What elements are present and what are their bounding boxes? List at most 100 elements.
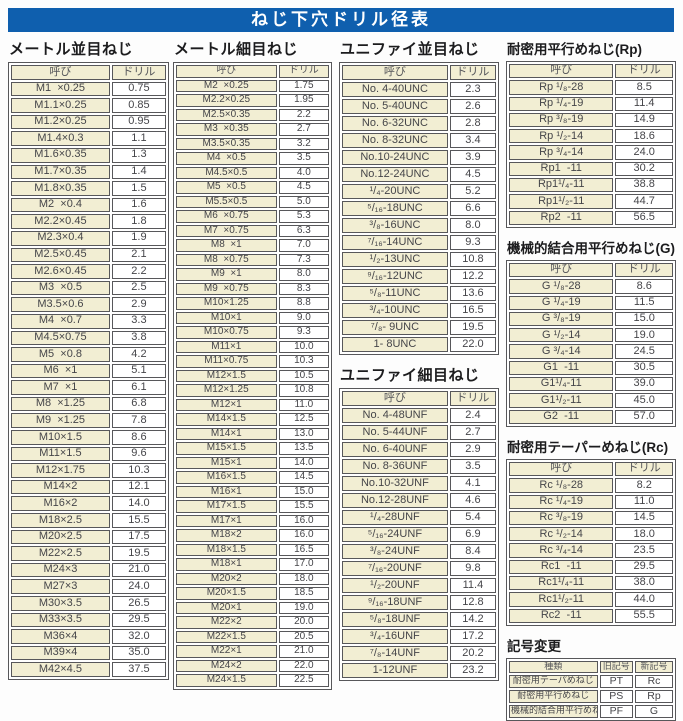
drill-value-cell: 15.0	[615, 311, 673, 327]
drill-value-cell: 6.3	[278, 224, 329, 237]
thread-name-cell: M22×1.5	[176, 630, 277, 643]
drill-value-cell: 17.5	[111, 529, 166, 545]
column-header: 新記号	[635, 660, 673, 673]
drill-value-cell: 14.0	[278, 456, 329, 469]
table-row: M2.5×0.45 2.1	[11, 247, 166, 263]
table-row: M11×1.5 9.6	[11, 446, 166, 462]
thread-name-cell: No. 6-32UNC	[342, 116, 448, 131]
thread-name-cell: M1.8×0.35	[11, 181, 110, 196]
table-row: ⁷/₁₆-20UNF 9.8	[342, 561, 496, 576]
drill-value-cell: 5.2	[449, 184, 496, 199]
drill-value-cell: 1.6	[111, 197, 166, 213]
drill-value-cell: 3.4	[449, 133, 496, 148]
thread-name-cell: M4 ×0.5	[176, 152, 277, 165]
table-row: M10×1.5 8.6	[11, 430, 166, 445]
drill-value-cell: 14.2	[449, 612, 496, 627]
drill-value-cell: 12.8	[449, 595, 496, 610]
table-row: M27×3 24.0	[11, 579, 166, 594]
table-row: M15×1.5 13.5	[176, 442, 329, 455]
table-g: 呼び ドリル G ¹/₈-28 8.6 G ¹/₄-19 11.5 G ³/₈-19 15.0…	[506, 259, 676, 427]
column-header: ドリル	[449, 65, 496, 80]
header-row: 呼び ドリル	[11, 65, 166, 80]
table-row: G2 -11 57.0	[509, 409, 673, 424]
table-row: M16×1 15.0	[176, 485, 329, 498]
table-row: M1.7×0.35 1.4	[11, 164, 166, 180]
thread-name-cell: Rc1¹/₄-11	[509, 576, 614, 591]
table-row: M14×1 13.0	[176, 427, 329, 440]
drill-value-cell: 24.5	[615, 344, 673, 359]
thread-name-cell: M15×1	[176, 456, 277, 469]
column-pipe-threads: 耐密用平行めねじ(Rp) 呼び ドリル Rp ¹/₈-28 8.5 Rp ¹/₄-19 1…	[506, 38, 676, 721]
drill-value-cell: 2.8	[449, 116, 496, 131]
thread-name-cell: M33×3.5	[11, 612, 110, 628]
table-row: No.10-32UNF 4.1	[342, 476, 496, 491]
drill-value-cell: 20.5	[278, 630, 329, 643]
drill-value-cell: 14.5	[278, 471, 329, 484]
drill-value-cell: 19.5	[449, 320, 496, 335]
table-row: M30×3.5 26.5	[11, 596, 166, 611]
table-row: Rp ³/₄-14 24.0	[509, 145, 673, 160]
thread-name-cell: M4.5×0.5	[176, 166, 277, 179]
table-row: No. 5-44UNF 2.7	[342, 425, 496, 440]
thread-name-cell: M18×2.5	[11, 513, 110, 528]
table-row: G ¹/₈-28 8.6	[509, 279, 673, 294]
table-row: No. 5-40UNC 2.6	[342, 99, 496, 114]
header-row: 呼び ドリル	[342, 65, 496, 80]
drill-value-cell: 13.5	[278, 442, 329, 455]
thread-name-cell: Rp ³/₄-14	[509, 145, 614, 160]
table-row: M11×0.75 10.3	[176, 355, 329, 368]
drill-value-cell: 12.1	[111, 479, 166, 495]
thread-name-cell: M5.5×0.5	[176, 195, 277, 208]
section-unified-coarse: ユニファイ並目ねじ 呼び ドリル No. 4-40UNC 2.3 No. 5-40UNC…	[339, 38, 499, 355]
thread-name-cell: M16×2	[11, 496, 110, 512]
drill-value-cell: 1.75	[278, 79, 329, 92]
thread-name-cell: M3 ×0.5	[11, 280, 110, 296]
drill-value-cell: 26.5	[111, 596, 166, 611]
table-row: M22×2 20.0	[176, 616, 329, 629]
table-row: ³/₈-24UNF 8.4	[342, 544, 496, 559]
thread-name-cell: M20×1	[176, 601, 277, 614]
drill-value-cell: 16.5	[449, 303, 496, 318]
drill-value-cell: 15.0	[278, 485, 329, 498]
table-row: M1.1×0.25 0.85	[11, 98, 166, 113]
column-header: 呼び	[509, 262, 614, 278]
thread-name-cell: M3.5×0.35	[176, 137, 277, 150]
thread-name-cell: ⁷/₈-14UNF	[342, 646, 448, 661]
thread-name-cell: M30×3.5	[11, 596, 110, 611]
drill-value-cell: 2.5	[111, 280, 166, 296]
table-row: M24×3 21.0	[11, 562, 166, 578]
drill-value-cell: 17.0	[278, 558, 329, 571]
header-row: 呼び ドリル	[509, 461, 673, 477]
table-row: M22×2.5 19.5	[11, 546, 166, 561]
table-row: M12×1.75 10.3	[11, 463, 166, 478]
table-row: M20×2 18.0	[176, 572, 329, 585]
table-rp: 呼び ドリル Rp ¹/₈-28 8.5 Rp ¹/₄-19 11.4 Rp ³/₈-19 1…	[506, 61, 676, 228]
drill-value-cell: 15.5	[111, 513, 166, 528]
table-row: G1 -11 30.5	[509, 360, 673, 376]
thread-name-cell: 耐密用平行めねじ	[509, 689, 598, 703]
drill-value-cell: 30.2	[615, 161, 673, 177]
thread-name-cell: M20×2.5	[11, 529, 110, 545]
table-row: M15×1 14.0	[176, 456, 329, 469]
table-row: M16×2 14.0	[11, 496, 166, 512]
drill-value-cell: 17.2	[449, 629, 496, 644]
drill-value-cell: 6.9	[449, 527, 496, 542]
table-row: Rp2 -11 56.5	[509, 210, 673, 225]
drill-value-cell: 9.6	[111, 446, 166, 462]
thread-name-cell: M7 ×0.75	[176, 224, 277, 237]
thread-name-cell: M14×1.5	[176, 413, 277, 426]
thread-name-cell: 機械的結合用平行めねじ	[509, 704, 598, 718]
thread-name-cell: M10×0.75	[176, 326, 277, 339]
thread-name-cell: M8 ×1	[176, 239, 277, 252]
header-row: 呼び ドリル	[342, 391, 496, 406]
section-title-metric-fine: メートル細目ねじ	[174, 41, 299, 58]
table-row: ³/₈-16UNC 8.0	[342, 218, 496, 233]
thread-name-cell: M6 ×0.75	[176, 210, 277, 223]
thread-name-cell: M1 ×0.25	[11, 81, 110, 97]
thread-name-cell: Rp ¹/₄-19	[509, 96, 614, 111]
thread-name-cell: Rc ¹/₂-14	[509, 527, 614, 542]
thread-name-cell: No. 4-40UNC	[342, 82, 448, 97]
table-row: No.12-24UNC 4.5	[342, 167, 496, 182]
section-metric-fine: メートル細目ねじ 呼び ドリル M2 ×0.25 1.75 M2.2×0.25 1.95 M…	[173, 38, 332, 690]
table-row: Rc1 -11 29.5	[509, 559, 673, 575]
